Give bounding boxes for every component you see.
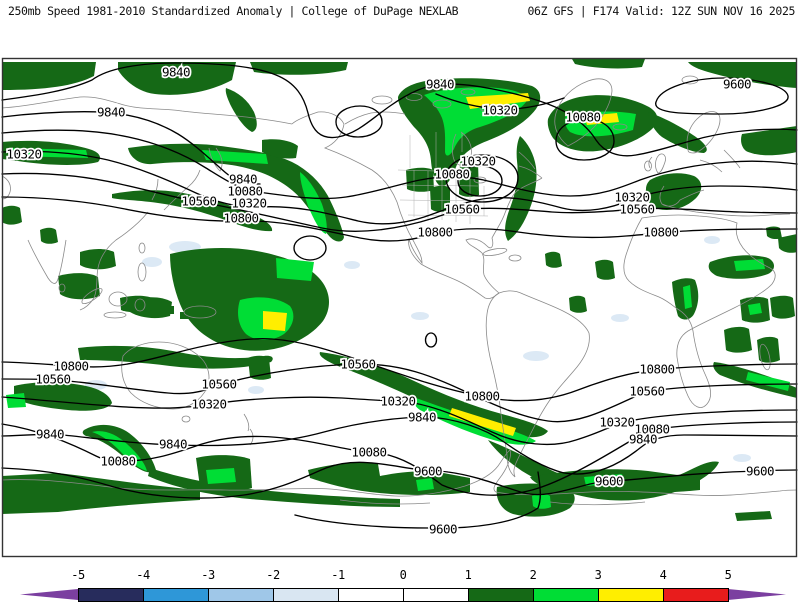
- contour-label: 10560: [35, 372, 70, 387]
- contour-label: 9840: [408, 410, 436, 425]
- colorbar-left-arrow: [20, 589, 78, 600]
- contour-label: 9840: [97, 105, 125, 120]
- height-contours: [1, 62, 798, 529]
- contour-label: 10800: [464, 389, 499, 404]
- state-boundaries: [397, 132, 489, 224]
- contour-label: 10320: [482, 103, 517, 118]
- title-bar: 250mb Speed 1981-2010 Standardized Anoma…: [0, 0, 800, 18]
- contour-label: 10320: [380, 394, 415, 409]
- positive-anomaly-shading-3: [263, 93, 619, 436]
- contour-label: 10560: [181, 194, 216, 209]
- contour-label: 10080: [434, 167, 469, 182]
- contour-label: 10080: [565, 110, 600, 125]
- contour-label: 9600: [723, 77, 751, 92]
- contour-label: 9840: [36, 427, 64, 442]
- contour-label: 10320: [614, 190, 649, 205]
- contour-label: 9840: [426, 77, 454, 92]
- contour-label: 10800: [223, 211, 258, 226]
- colorbar-tick-label: 4: [659, 568, 667, 582]
- product-title: 250mb Speed 1981-2010 Standardized Anoma…: [8, 4, 459, 18]
- contour-label: 10560: [444, 202, 479, 217]
- contour-label: 9840: [159, 437, 187, 452]
- colorbar-tick-label: 3: [594, 568, 602, 582]
- contour-label: 10080: [634, 422, 669, 437]
- contour-label: 9840: [229, 172, 257, 187]
- contour-label: 9840: [629, 432, 657, 447]
- colorbar-tick-label: -1: [331, 568, 345, 582]
- contour-label: 9600: [746, 464, 774, 479]
- contour-label: 10320: [231, 196, 266, 211]
- colorbar-tick-label: 2: [529, 568, 537, 582]
- contour-label: 10800: [417, 225, 452, 240]
- contour-label: 9600: [595, 474, 623, 489]
- contour-label: 10560: [619, 202, 654, 217]
- contour-label: 10080: [351, 445, 386, 460]
- colorbar-tick-label: -4: [136, 568, 150, 582]
- contour-label: 10320: [460, 154, 495, 169]
- contour-label: 10560: [340, 357, 375, 372]
- contour-label: 9600: [429, 522, 457, 537]
- contour-label: 10080: [227, 184, 262, 199]
- model-run-valid-time: 06Z GFS | F174 Valid: 12Z SUN NOV 16 202…: [527, 4, 796, 18]
- contour-label: 10080: [100, 454, 135, 469]
- contour-label: 10560: [201, 377, 236, 392]
- contour-label: 9600: [414, 464, 442, 479]
- contour-label: 10320: [6, 147, 41, 162]
- colorbar-right-arrow: [728, 589, 786, 600]
- contour-label: 10800: [643, 225, 678, 240]
- colorbar-tick-label: 5: [724, 568, 732, 582]
- colorbar-tick-label: 1: [464, 568, 472, 582]
- contour-label: 10560: [629, 384, 664, 399]
- contour-label: 10800: [53, 359, 88, 374]
- colorbar-tick-label: 0: [399, 568, 407, 582]
- colorbar-tick-label: -3: [201, 568, 215, 582]
- contour-label: 10320: [191, 397, 226, 412]
- map-frame: [1, 57, 798, 558]
- contour-label: 10320: [599, 415, 634, 430]
- contour-label: 9840: [162, 65, 190, 80]
- colorbar-tick-label: -2: [266, 568, 280, 582]
- colorbar-tick-label: -5: [71, 568, 85, 582]
- contour-label: 10800: [639, 362, 674, 377]
